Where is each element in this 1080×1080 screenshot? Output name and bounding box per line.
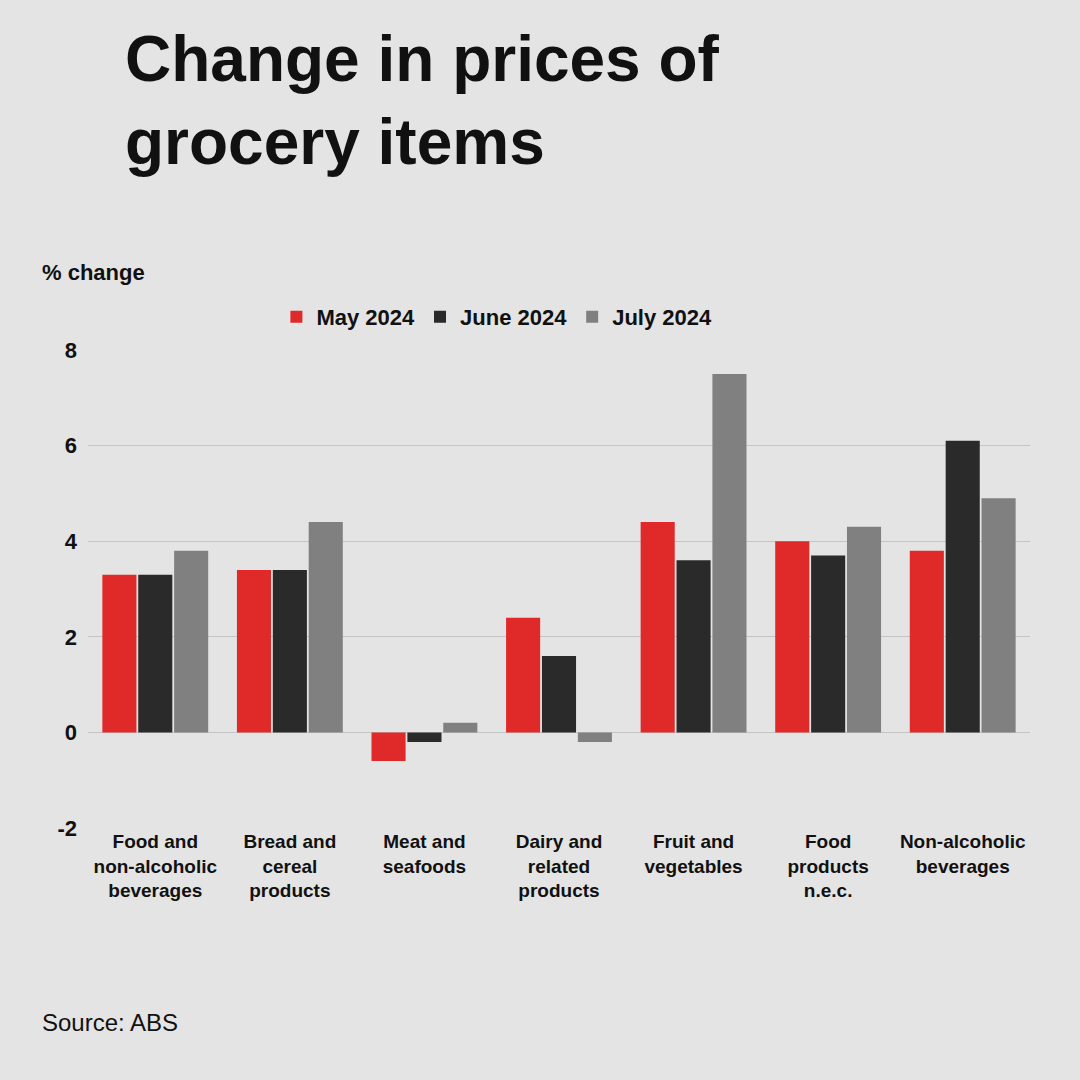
svg-text:2: 2 [65,625,77,650]
svg-text:Non-alcoholicbeverages: Non-alcoholicbeverages [900,831,1026,877]
svg-text:Change in prices ofgrocery ite: Change in prices ofgrocery items [125,23,720,178]
svg-text:% change: % change [42,260,145,285]
svg-text:-2: -2 [57,816,77,841]
svg-text:May 2024: May 2024 [316,305,415,330]
svg-text:Bread andcerealproducts: Bread andcerealproducts [243,831,336,901]
svg-text:Fruit andvegetables: Fruit andvegetables [644,831,742,877]
svg-text:Food andnon-alcoholicbeverages: Food andnon-alcoholicbeverages [94,831,218,901]
svg-text:July 2024: July 2024 [612,305,712,330]
svg-text:4: 4 [65,529,78,554]
svg-text:Meat andseafoods: Meat andseafoods [383,831,466,877]
svg-text:6: 6 [65,433,77,458]
svg-text:0: 0 [65,720,77,745]
svg-text:Source: ABS: Source: ABS [42,1009,178,1036]
svg-text:June 2024: June 2024 [460,305,567,330]
svg-text:Foodproductsn.e.c.: Foodproductsn.e.c. [787,831,868,901]
svg-text:Dairy andrelatedproducts: Dairy andrelatedproducts [516,831,603,901]
svg-text:8: 8 [65,338,77,363]
